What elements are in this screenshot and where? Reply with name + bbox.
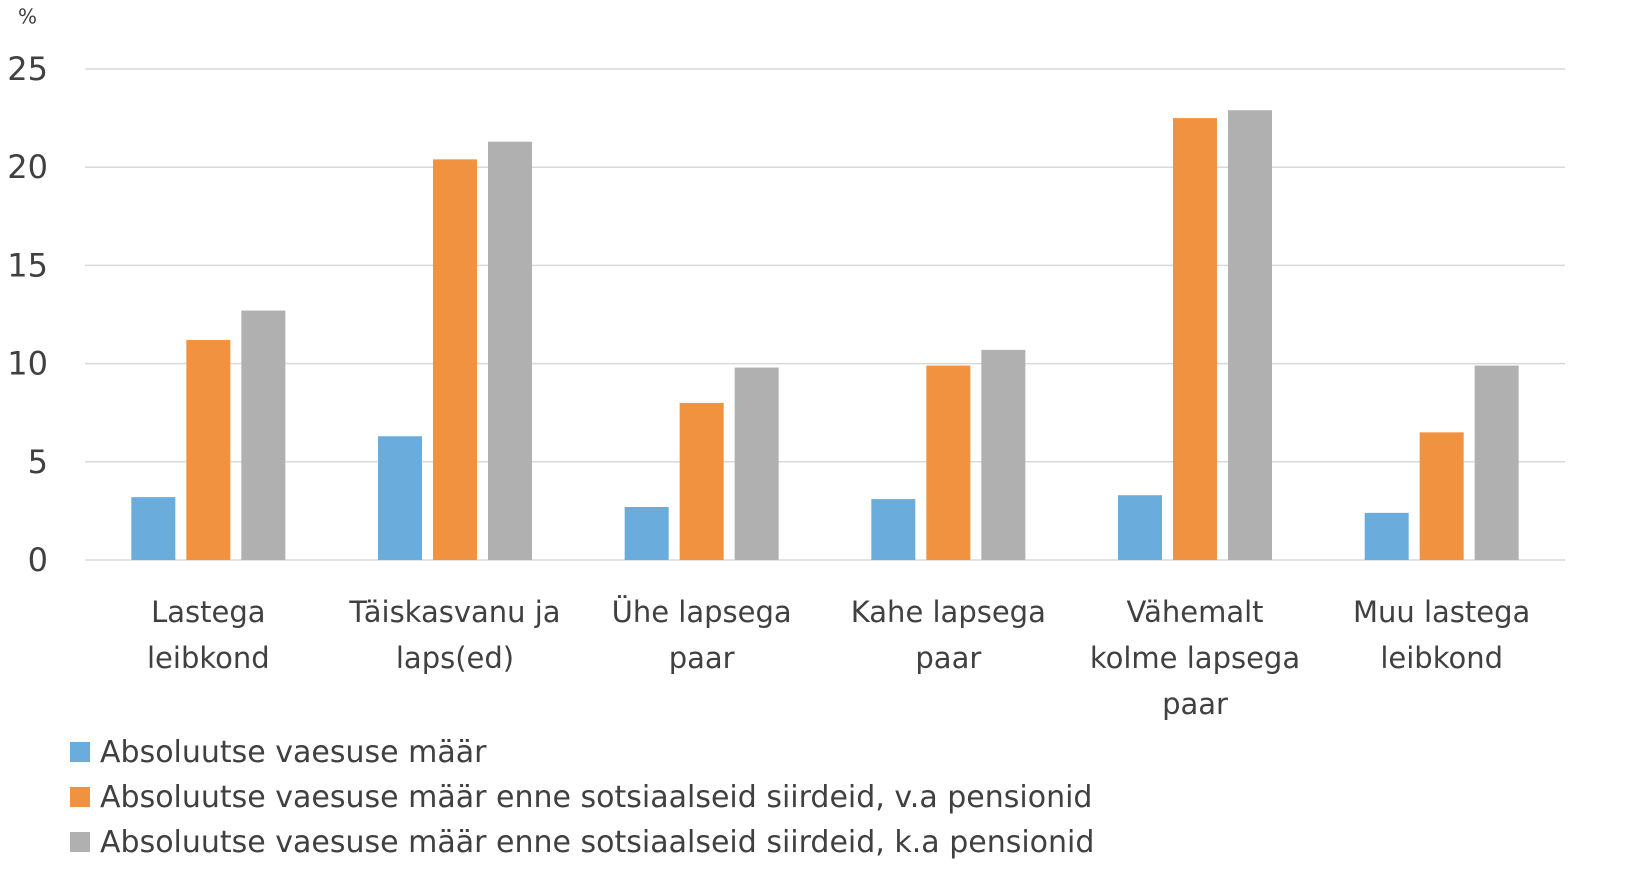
x-tick-label: Lastega leibkond xyxy=(147,595,270,675)
y-axis-label: % xyxy=(18,5,37,29)
y-tick-label: 5 xyxy=(28,443,48,481)
bar xyxy=(1474,365,1519,560)
x-tick-label: Täiskasvanu ja laps(ed) xyxy=(349,595,561,675)
bar xyxy=(1173,118,1217,560)
bar xyxy=(186,340,231,560)
y-tick-label: 15 xyxy=(7,246,48,284)
bar xyxy=(1364,512,1409,560)
bar xyxy=(433,159,477,560)
bar xyxy=(378,436,422,560)
x-tick-label: Vähemalt kolme lapsega paar xyxy=(1089,595,1301,721)
bar xyxy=(734,367,779,560)
bar xyxy=(679,402,724,560)
bar xyxy=(981,349,1026,560)
bar xyxy=(131,497,176,560)
legend-label: Absoluutse vaesuse määr enne sotsiaalsei… xyxy=(100,779,1093,815)
y-tick-label: 20 xyxy=(7,148,48,186)
bar xyxy=(926,365,971,560)
legend-swatch xyxy=(70,742,90,762)
x-tick-label: Muu lastega leibkond xyxy=(1352,595,1531,675)
bar xyxy=(488,141,532,560)
bar xyxy=(871,499,916,560)
legend-label: Absoluutse vaesuse määr xyxy=(100,734,487,770)
y-tick-label: 0 xyxy=(28,541,48,579)
y-tick-label: 10 xyxy=(7,345,48,383)
legend-item: Absoluutse vaesuse määr enne sotsiaalsei… xyxy=(70,822,1094,862)
x-tick-label: Kahe lapsega paar xyxy=(850,595,1046,675)
bar xyxy=(1228,110,1272,560)
legend-swatch xyxy=(70,787,90,807)
bar xyxy=(241,310,286,560)
bar xyxy=(624,506,669,560)
y-tick-label: 25 xyxy=(7,50,48,88)
legend-swatch xyxy=(70,832,90,852)
legend-item: Absoluutse vaesuse määr enne sotsiaalsei… xyxy=(70,777,1092,817)
bar xyxy=(1419,432,1464,560)
legend-item: Absoluutse vaesuse määr xyxy=(70,732,486,772)
legend-label: Absoluutse vaesuse määr enne sotsiaalsei… xyxy=(100,824,1095,860)
bar xyxy=(1118,495,1162,560)
x-tick-label: Ühe lapsega paar xyxy=(611,595,792,675)
